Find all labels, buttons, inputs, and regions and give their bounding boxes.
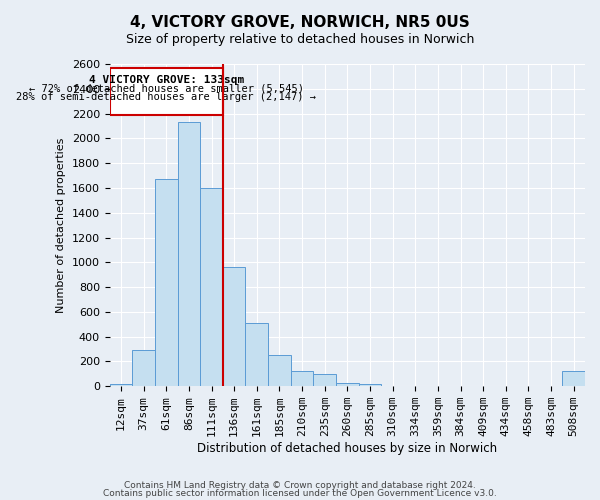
Y-axis label: Number of detached properties: Number of detached properties: [56, 138, 66, 313]
Bar: [268, 354, 291, 386]
Text: Contains HM Land Registry data © Crown copyright and database right 2024.: Contains HM Land Registry data © Crown c…: [124, 480, 476, 490]
Text: Size of property relative to detached houses in Norwich: Size of property relative to detached ho…: [126, 32, 474, 46]
Text: 4, VICTORY GROVE, NORWICH, NR5 0US: 4, VICTORY GROVE, NORWICH, NR5 0US: [130, 15, 470, 30]
Bar: [562, 372, 585, 386]
Bar: [359, 384, 381, 386]
Bar: [313, 374, 336, 386]
Bar: [223, 267, 245, 386]
Bar: [132, 350, 155, 386]
Text: ← 72% of detached houses are smaller (5,545): ← 72% of detached houses are smaller (5,…: [29, 84, 304, 94]
Bar: [110, 68, 223, 116]
X-axis label: Distribution of detached houses by size in Norwich: Distribution of detached houses by size …: [197, 442, 497, 455]
Bar: [110, 384, 132, 386]
Bar: [291, 370, 313, 386]
Text: 28% of semi-detached houses are larger (2,147) →: 28% of semi-detached houses are larger (…: [16, 92, 316, 102]
Bar: [336, 382, 359, 386]
Text: Contains public sector information licensed under the Open Government Licence v3: Contains public sector information licen…: [103, 489, 497, 498]
Bar: [200, 188, 223, 386]
Bar: [155, 180, 178, 386]
Bar: [245, 323, 268, 386]
Text: 4 VICTORY GROVE: 133sqm: 4 VICTORY GROVE: 133sqm: [89, 75, 244, 85]
Bar: [178, 122, 200, 386]
